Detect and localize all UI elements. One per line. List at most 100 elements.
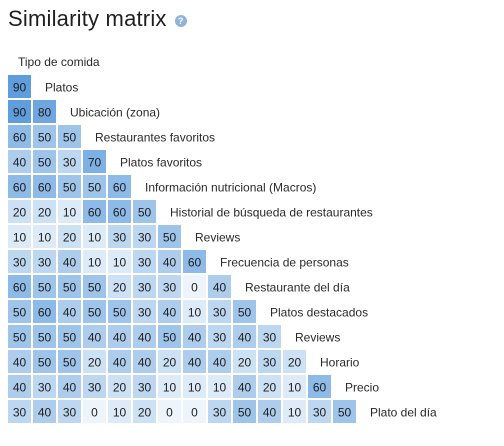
heatmap-cell-r14-c8[interactable] [208,400,231,423]
heatmap-cell-r7-c0[interactable] [8,225,31,248]
heatmap-cell-r14-c13[interactable] [333,400,356,423]
heatmap-cell-r13-c3[interactable] [83,375,106,398]
heatmap-cell-r11-c8[interactable] [208,325,231,348]
heatmap-cell-r13-c5[interactable] [133,375,156,398]
heatmap-cell-r4-c2[interactable] [58,150,81,173]
heatmap-cell-r12-c5[interactable] [133,350,156,373]
heatmap-cell-r11-c10[interactable] [258,325,281,348]
heatmap-cell-r13-c11[interactable] [283,375,306,398]
heatmap-cell-r6-c0[interactable] [8,200,31,223]
heatmap-cell-r5-c3[interactable] [83,175,106,198]
heatmap-cell-r13-c0[interactable] [8,375,31,398]
heatmap-cell-r14-c6[interactable] [158,400,181,423]
heatmap-cell-r14-c11[interactable] [283,400,306,423]
heatmap-cell-r8-c2[interactable] [58,250,81,273]
heatmap-cell-r14-c3[interactable] [83,400,106,423]
heatmap-cell-r8-c4[interactable] [108,250,131,273]
heatmap-cell-r14-c1[interactable] [33,400,56,423]
heatmap-cell-r6-c4[interactable] [108,200,131,223]
heatmap-cell-r8-c7[interactable] [183,250,206,273]
heatmap-cell-r11-c5[interactable] [133,325,156,348]
heatmap-cell-r9-c5[interactable] [133,275,156,298]
heatmap-cell-r11-c9[interactable] [233,325,256,348]
heatmap-cell-r5-c2[interactable] [58,175,81,198]
heatmap-cell-r10-c5[interactable] [133,300,156,323]
heatmap-cell-r7-c4[interactable] [108,225,131,248]
heatmap-cell-r7-c1[interactable] [33,225,56,248]
heatmap-cell-r9-c0[interactable] [8,275,31,298]
heatmap-cell-r11-c2[interactable] [58,325,81,348]
heatmap-cell-r10-c2[interactable] [58,300,81,323]
heatmap-cell-r9-c4[interactable] [108,275,131,298]
heatmap-cell-r8-c5[interactable] [133,250,156,273]
heatmap-cell-r4-c3[interactable] [83,150,106,173]
heatmap-cell-r6-c1[interactable] [33,200,56,223]
heatmap-cell-r14-c9[interactable] [233,400,256,423]
heatmap-cell-r12-c8[interactable] [208,350,231,373]
heatmap-cell-r7-c6[interactable] [158,225,181,248]
heatmap-cell-r8-c6[interactable] [158,250,181,273]
heatmap-cell-r12-c10[interactable] [258,350,281,373]
heatmap-cell-r14-c10[interactable] [258,400,281,423]
heatmap-cell-r1-c0[interactable] [8,75,31,98]
heatmap-cell-r10-c9[interactable] [233,300,256,323]
heatmap-cell-r13-c2[interactable] [58,375,81,398]
heatmap-cell-r2-c0[interactable] [8,100,31,123]
heatmap-cell-r9-c3[interactable] [83,275,106,298]
heatmap-cell-r14-c2[interactable] [58,400,81,423]
heatmap-cell-r9-c8[interactable] [208,275,231,298]
heatmap-cell-r9-c1[interactable] [33,275,56,298]
heatmap-cell-r14-c4[interactable] [108,400,131,423]
heatmap-cell-r14-c7[interactable] [183,400,206,423]
heatmap-cell-r12-c9[interactable] [233,350,256,373]
heatmap-cell-r12-c11[interactable] [283,350,306,373]
heatmap-cell-r6-c5[interactable] [133,200,156,223]
heatmap-cell-r7-c2[interactable] [58,225,81,248]
heatmap-cell-r14-c5[interactable] [133,400,156,423]
heatmap-cell-r10-c8[interactable] [208,300,231,323]
heatmap-cell-r10-c4[interactable] [108,300,131,323]
heatmap-cell-r13-c1[interactable] [33,375,56,398]
heatmap-cell-r5-c4[interactable] [108,175,131,198]
heatmap-cell-r3-c2[interactable] [58,125,81,148]
heatmap-cell-r12-c3[interactable] [83,350,106,373]
heatmap-cell-r6-c3[interactable] [83,200,106,223]
heatmap-cell-r13-c6[interactable] [158,375,181,398]
heatmap-cell-r13-c4[interactable] [108,375,131,398]
heatmap-cell-r8-c1[interactable] [33,250,56,273]
heatmap-cell-r14-c0[interactable] [8,400,31,423]
heatmap-cell-r10-c3[interactable] [83,300,106,323]
heatmap-cell-r11-c0[interactable] [8,325,31,348]
heatmap-cell-r8-c3[interactable] [83,250,106,273]
heatmap-cell-r11-c7[interactable] [183,325,206,348]
heatmap-cell-r7-c3[interactable] [83,225,106,248]
heatmap-cell-r10-c6[interactable] [158,300,181,323]
heatmap-cell-r7-c5[interactable] [133,225,156,248]
heatmap-cell-r4-c1[interactable] [33,150,56,173]
heatmap-cell-r3-c1[interactable] [33,125,56,148]
heatmap-cell-r10-c0[interactable] [8,300,31,323]
heatmap-cell-r11-c1[interactable] [33,325,56,348]
heatmap-cell-r12-c6[interactable] [158,350,181,373]
help-icon[interactable]: ? [174,15,187,27]
heatmap-cell-r13-c12[interactable] [308,375,331,398]
heatmap-cell-r13-c7[interactable] [183,375,206,398]
heatmap-cell-r12-c4[interactable] [108,350,131,373]
heatmap-cell-r3-c0[interactable] [8,125,31,148]
heatmap-cell-r6-c2[interactable] [58,200,81,223]
heatmap-cell-r10-c7[interactable] [183,300,206,323]
heatmap-cell-r12-c0[interactable] [8,350,31,373]
heatmap-cell-r11-c3[interactable] [83,325,106,348]
heatmap-cell-r12-c1[interactable] [33,350,56,373]
heatmap-cell-r14-c12[interactable] [308,400,331,423]
heatmap-cell-r2-c1[interactable] [33,100,56,123]
heatmap-cell-r9-c2[interactable] [58,275,81,298]
heatmap-cell-r13-c10[interactable] [258,375,281,398]
heatmap-cell-r11-c4[interactable] [108,325,131,348]
heatmap-cell-r13-c9[interactable] [233,375,256,398]
heatmap-cell-r5-c0[interactable] [8,175,31,198]
heatmap-cell-r4-c0[interactable] [8,150,31,173]
heatmap-cell-r8-c0[interactable] [8,250,31,273]
heatmap-cell-r12-c2[interactable] [58,350,81,373]
heatmap-cell-r9-c7[interactable] [183,275,206,298]
